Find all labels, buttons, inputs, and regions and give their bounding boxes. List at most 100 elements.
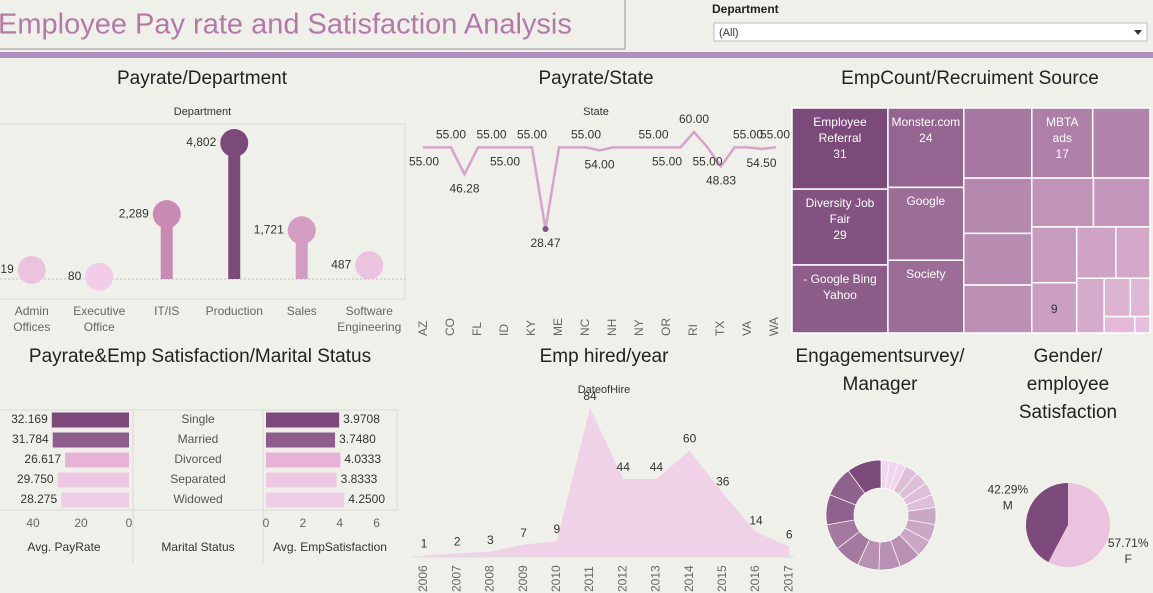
tile-label-box: Employee Referral 31 xyxy=(796,114,884,185)
point xyxy=(665,146,669,149)
x-tick-label: CO xyxy=(443,318,457,336)
value-label: 36 xyxy=(716,474,730,488)
tile xyxy=(963,177,1033,235)
tile-label: Society xyxy=(892,266,960,329)
value-label: 14 xyxy=(749,513,763,527)
x-tick-label: IT/IS xyxy=(154,304,180,318)
tile-label: Google xyxy=(892,193,960,256)
bar xyxy=(266,432,336,448)
axis-title: Avg. EmpSatisfaction xyxy=(273,540,387,554)
value-label: 60 xyxy=(683,432,697,446)
chart-title-box: Payrate&Emp Satisfaction/Marital Status xyxy=(29,346,371,367)
chart-title-box: Engagementsurvey/Manager xyxy=(796,346,965,395)
axis-title: DateofHire xyxy=(577,384,631,396)
chart-title-box: EmpCount/Recruiment Source xyxy=(841,68,1099,89)
tile xyxy=(1031,177,1095,228)
tile xyxy=(963,107,1033,179)
bar xyxy=(266,492,345,508)
value-label: 55.00 xyxy=(733,128,763,142)
tile-value: 17 xyxy=(1055,147,1069,161)
value-label: 26.617 xyxy=(24,452,61,466)
tile xyxy=(1031,107,1094,179)
tile xyxy=(791,264,889,334)
x-tick-label: FL xyxy=(470,322,484,336)
dot xyxy=(85,262,114,291)
tile-label-box: 9 xyxy=(1051,302,1058,316)
value-label: 48.83 xyxy=(706,174,736,188)
chart-title-box: Emp hired/year xyxy=(540,346,669,367)
point xyxy=(436,146,439,149)
x-tick-label: 2012 xyxy=(615,565,629,592)
x-tick-label: 2017 xyxy=(781,565,795,592)
x-tick-label: 2013 xyxy=(649,565,663,592)
chart-title: Payrate/Department xyxy=(116,68,288,89)
x-tick-label: 0 xyxy=(263,516,270,530)
value-label: 55.00 xyxy=(692,155,722,169)
x-tick-label: NH xyxy=(605,319,619,336)
axis-title-box: State xyxy=(583,106,609,118)
value-label: 1,721 xyxy=(254,222,284,236)
dot xyxy=(220,129,249,157)
value-label: 46.28 xyxy=(449,181,479,195)
tile xyxy=(887,186,965,261)
point xyxy=(652,146,655,149)
point xyxy=(542,226,549,232)
x-tick-label: 6 xyxy=(373,516,380,530)
value-label: 84 xyxy=(583,389,597,403)
category-label: F xyxy=(1125,552,1132,566)
value-label: 7 xyxy=(520,526,527,540)
point xyxy=(679,146,682,149)
x-tick-label: 2 xyxy=(300,516,307,530)
tile xyxy=(1103,315,1136,334)
value-label: 55.00 xyxy=(476,128,506,142)
chart-title: EmpCount/Recruiment Source xyxy=(841,68,1099,89)
tile-label-box: Monster.com 24 xyxy=(892,115,960,145)
tile xyxy=(1129,277,1151,318)
value-label: 487 xyxy=(331,257,351,271)
point xyxy=(557,146,561,149)
tile xyxy=(1031,281,1078,334)
tile xyxy=(1031,226,1078,284)
tile xyxy=(1091,107,1151,179)
value-label: 60.00 xyxy=(679,112,709,126)
x-tick-label: 40 xyxy=(26,516,40,530)
point xyxy=(598,149,601,152)
value-label: 6 xyxy=(786,528,793,542)
x-tick-label: NC xyxy=(578,318,592,336)
x-tick-label-box: Executive Office xyxy=(73,304,125,334)
x-tick-label: 2010 xyxy=(549,565,563,592)
dropdown-arrow xyxy=(1134,30,1142,35)
value-label: 319 xyxy=(0,262,14,276)
bar xyxy=(266,452,341,468)
x-tick-label: Admin Offices xyxy=(13,304,51,334)
tile xyxy=(1103,277,1132,318)
tile-label: Diversity Job Fair 29 xyxy=(796,195,884,261)
point xyxy=(571,146,574,149)
tile xyxy=(1133,315,1151,334)
tile-label: Employee Referral 31 xyxy=(796,114,884,185)
x-tick-label: ID xyxy=(497,324,511,336)
x-tick-label: KY xyxy=(524,320,538,336)
chart-title-box: Payrate/State xyxy=(538,68,653,89)
pie-slice xyxy=(1025,483,1068,563)
value-label: 57.71% xyxy=(1108,536,1149,550)
dot xyxy=(152,200,181,229)
filter-dropdown[interactable] xyxy=(713,22,1148,42)
point xyxy=(611,146,615,149)
value-label: 54.50 xyxy=(746,156,776,170)
point xyxy=(625,146,628,149)
tile-name: Employee Referral xyxy=(813,115,867,145)
value-label: 32.169 xyxy=(11,412,48,426)
value-label: 28.47 xyxy=(530,236,560,250)
dot xyxy=(287,216,316,245)
x-tick-label: 2014 xyxy=(682,565,696,592)
tile-name: Google xyxy=(906,194,946,209)
chart-title-box: Payrate/Department xyxy=(116,68,288,89)
value-label: 55.00 xyxy=(638,128,668,142)
value-label: 54.00 xyxy=(584,158,614,172)
title-box xyxy=(0,0,626,50)
value-label: 2,289 xyxy=(119,206,149,220)
tile-label-box: Google xyxy=(892,193,960,256)
x-tick-label-box: Production xyxy=(206,304,263,318)
